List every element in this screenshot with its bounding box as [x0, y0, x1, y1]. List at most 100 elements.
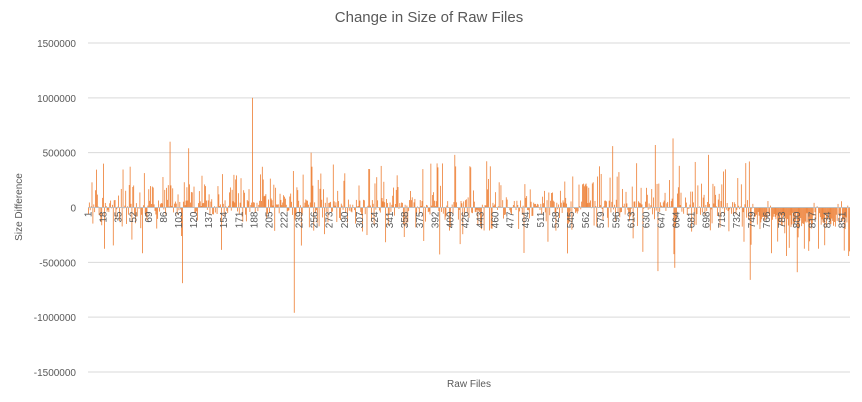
x-tick-label: 579 — [596, 211, 607, 228]
bar — [808, 207, 810, 251]
bar — [291, 201, 292, 208]
bar — [670, 201, 672, 208]
bar — [614, 204, 615, 208]
bar — [826, 207, 827, 228]
bar — [618, 172, 620, 208]
x-tick-label: 630 — [641, 211, 652, 228]
bar — [795, 207, 797, 214]
bar — [287, 207, 289, 211]
bar — [306, 200, 308, 208]
bar — [528, 207, 529, 211]
bar — [541, 207, 543, 215]
bar — [465, 199, 467, 208]
bar — [104, 207, 105, 249]
bar — [724, 207, 725, 216]
bar — [647, 207, 649, 210]
bar — [768, 207, 770, 214]
bar — [629, 207, 630, 221]
bar — [159, 204, 161, 208]
bar — [266, 207, 268, 219]
bar — [364, 207, 366, 215]
bar — [561, 207, 563, 213]
bar — [309, 202, 311, 208]
bar — [786, 207, 787, 256]
bar — [277, 204, 279, 208]
bar — [311, 166, 313, 208]
bar — [281, 205, 283, 208]
bar — [822, 207, 824, 223]
bar — [599, 166, 600, 208]
bar — [711, 207, 713, 224]
y-tick-label: 0 — [70, 204, 76, 215]
bar — [484, 205, 486, 208]
y-axis-ticks: 1500000 1000000 500000 0 -500000 -1000000 -150… — [34, 39, 77, 379]
bar — [695, 207, 697, 225]
bar — [771, 207, 773, 220]
bar — [812, 207, 814, 216]
bar — [305, 199, 307, 208]
bar — [165, 207, 167, 215]
bar — [204, 184, 206, 208]
bar — [834, 207, 835, 222]
bar — [809, 207, 811, 242]
bar — [180, 207, 182, 210]
bar — [799, 207, 801, 221]
bar — [361, 207, 363, 215]
bar — [660, 202, 662, 208]
bar — [701, 183, 702, 208]
bar — [557, 207, 559, 210]
bar — [503, 207, 504, 219]
bar — [245, 207, 246, 215]
bar — [694, 161, 696, 208]
bar — [837, 203, 839, 208]
bar — [154, 207, 156, 211]
bar — [784, 207, 786, 234]
bar — [605, 200, 607, 208]
bar — [568, 207, 570, 223]
x-tick-label: 154 — [219, 211, 230, 228]
bar — [370, 205, 371, 208]
bar — [736, 207, 738, 210]
bar — [426, 204, 427, 208]
bar — [286, 207, 288, 212]
bar — [261, 166, 263, 208]
bar — [381, 198, 383, 208]
bar — [339, 207, 340, 218]
bar — [422, 169, 424, 208]
bar — [473, 190, 474, 208]
bar — [634, 201, 636, 208]
bar — [208, 194, 210, 208]
bar — [533, 202, 535, 208]
x-tick-label: 273 — [325, 211, 336, 228]
bar — [475, 207, 477, 213]
bar — [652, 207, 654, 215]
bar — [640, 187, 642, 208]
bar — [113, 200, 115, 208]
bar — [217, 186, 219, 208]
bar — [414, 198, 416, 208]
bar — [620, 207, 622, 213]
bar — [577, 207, 579, 212]
bar — [102, 197, 104, 208]
bar — [196, 207, 198, 212]
bar — [178, 207, 180, 211]
bar — [654, 207, 655, 220]
bar — [233, 174, 235, 208]
bar — [276, 204, 278, 208]
bar — [190, 192, 192, 208]
bar — [103, 163, 104, 208]
bar — [493, 205, 495, 208]
bar — [807, 207, 809, 223]
bar — [659, 207, 661, 212]
bar — [844, 207, 846, 230]
bar — [316, 207, 318, 223]
bar — [819, 207, 820, 214]
bar — [534, 204, 536, 208]
bar — [445, 207, 447, 217]
x-tick-label: 103 — [174, 211, 185, 228]
bar — [347, 199, 349, 208]
x-tick-label: 256 — [310, 211, 321, 228]
bar — [352, 204, 354, 208]
bar — [517, 204, 519, 208]
